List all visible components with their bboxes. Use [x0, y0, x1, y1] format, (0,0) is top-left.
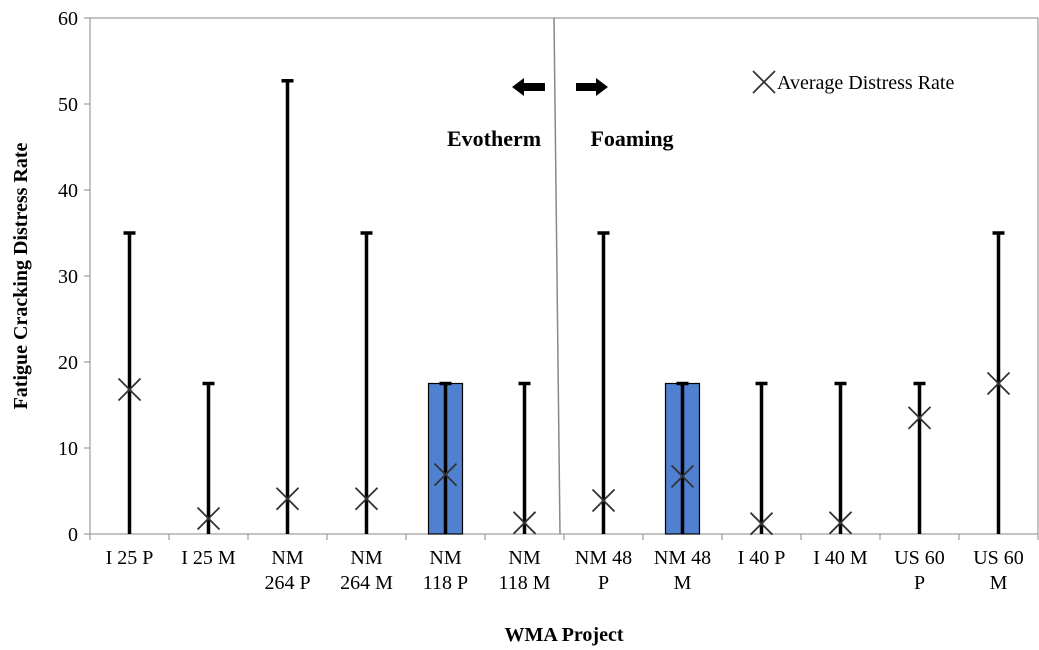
marker-stroke: [828, 511, 853, 535]
x-tick-label-line: 118 P: [423, 572, 468, 594]
x-axis-title: WMA Project: [504, 624, 623, 646]
x-tick-label-line: P: [914, 572, 925, 594]
marker-stroke: [433, 463, 458, 487]
average-marker: [512, 511, 537, 535]
legend: Average Distress Rate: [752, 70, 954, 94]
average-marker: [670, 464, 695, 489]
legend-label: Average Distress Rate: [777, 72, 954, 94]
foaming-label: Foaming: [590, 126, 673, 151]
x-tick-label-line: M: [990, 572, 1008, 594]
marker-stroke: [512, 511, 537, 535]
marker-stroke: [275, 487, 300, 511]
arrow-left-icon: [512, 78, 545, 96]
y-tick-label: 10: [58, 438, 78, 460]
average-marker: [433, 463, 458, 487]
y-tick-label: 30: [58, 266, 78, 288]
x-tick-label-line: I 25 P: [106, 547, 154, 569]
marker-stroke: [749, 512, 774, 536]
x-tick-label-line: I 40 M: [813, 547, 868, 569]
average-marker: [275, 487, 300, 511]
group-annotations: Evotherm Foaming: [447, 78, 674, 151]
average-marker: [117, 377, 142, 402]
average-marker: [591, 488, 616, 513]
x-tick-label-line: P: [598, 572, 609, 594]
x-tick-label: I 40 M: [813, 547, 868, 569]
x-tick-label: I 25 P: [106, 547, 154, 569]
bars-layer: [427, 382, 701, 535]
x-tick-label-line: I 40 P: [738, 547, 786, 569]
average-marker: [986, 371, 1011, 396]
plot-border: [89, 17, 1039, 535]
x-tick-label: NM 264 P: [264, 547, 310, 594]
x-tick-label: US 60 P: [894, 547, 945, 594]
y-axis: 0 10 20 30 40 50 60: [58, 8, 90, 546]
marker-stroke: [196, 506, 221, 531]
legend-marker-x: [752, 70, 776, 94]
marker-stroke: [117, 377, 142, 402]
marker-stroke: [670, 464, 695, 489]
x-tick-label-line: US 60: [973, 547, 1024, 569]
y-tick-label: 60: [58, 8, 78, 30]
group-divider-line: [553, 17, 561, 535]
x-tick-label: NM 118 M: [498, 547, 550, 594]
x-tick-label-line: NM: [271, 547, 303, 569]
x-tick-label: I 25 M: [181, 547, 236, 569]
x-tick-label-line: I 25 M: [181, 547, 236, 569]
x-tick-label-line: NM: [350, 547, 382, 569]
x-tick-label-line: 264 M: [340, 572, 393, 594]
x-tick-label-line: 264 P: [264, 572, 310, 594]
x-tick-label: NM 48 P: [575, 547, 632, 594]
legend-x-icon: [752, 70, 776, 94]
average-marker: [749, 512, 774, 536]
x-tick-label-line: NM 48: [654, 547, 711, 569]
average-marker: [354, 487, 379, 511]
y-tick-label: 50: [58, 94, 78, 116]
x-tick-label: NM 264 M: [340, 547, 393, 594]
average-marker: [196, 506, 221, 531]
plot-area: [89, 17, 1039, 535]
x-tick-label-line: 118 M: [498, 572, 550, 594]
average-marker: [828, 511, 853, 535]
marker-stroke: [354, 487, 379, 511]
marker-stroke: [591, 488, 616, 513]
ranges-layer: [123, 79, 1005, 534]
average-marker: [907, 406, 932, 430]
marker-stroke: [752, 70, 776, 94]
evotherm-label: Evotherm: [447, 126, 541, 151]
x-axis: I 25 P I 25 M NM 264 P NM 264 M NM 118 P NM 118 M…: [89, 534, 1039, 594]
markers-layer: [117, 371, 1011, 536]
x-tick-label-line: NM: [508, 547, 540, 569]
y-tick-label: 20: [58, 352, 78, 374]
x-tick-label: NM 48 M: [654, 547, 711, 594]
marker-stroke: [986, 371, 1011, 396]
y-tick-label: 40: [58, 180, 78, 202]
y-axis-title: Fatigue Cracking Distress Rate: [10, 142, 32, 409]
arrow-right-icon: [576, 78, 608, 96]
y-tick-label: 0: [68, 524, 78, 546]
x-tick-label-line: M: [674, 572, 692, 594]
x-tick-label-line: NM 48: [575, 547, 632, 569]
x-tick-label: US 60 M: [973, 547, 1024, 594]
x-tick-label-line: US 60: [894, 547, 945, 569]
marker-stroke: [907, 406, 932, 430]
x-tick-label-line: NM: [429, 547, 461, 569]
x-tick-label: I 40 P: [738, 547, 786, 569]
x-tick-label: NM 118 P: [423, 547, 468, 594]
